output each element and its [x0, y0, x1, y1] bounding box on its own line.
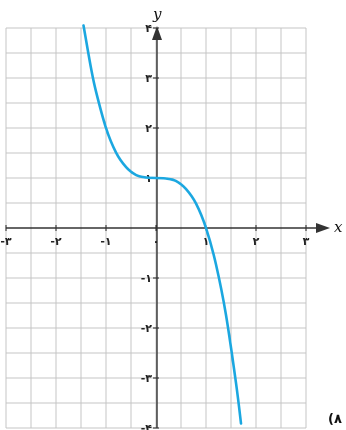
y-tick-label: ۴ — [145, 22, 152, 35]
x-axis-arrow — [316, 223, 330, 233]
x-tick-label: ۳ — [303, 235, 310, 248]
y-axis-arrow — [152, 26, 162, 40]
x-tick-label: -۲ — [50, 235, 62, 248]
y-tick-label: -۲ — [141, 322, 153, 335]
x-tick-label: -۱ — [100, 235, 111, 248]
series-curve — [82, 24, 243, 425]
y-tick-label: -۳ — [141, 372, 153, 385]
y-tick-label: ۳ — [145, 72, 152, 85]
x-tick-label: ۱ — [203, 235, 210, 248]
x-tick-label: -۳ — [0, 235, 12, 248]
y-tick-label: ۲ — [145, 122, 152, 135]
axes — [6, 26, 330, 428]
y-tick-label: -۴ — [141, 422, 153, 430]
y-tick-label: -۱ — [141, 272, 152, 285]
x-tick-label: ۰ — [153, 235, 160, 248]
y-axis-label: y — [152, 5, 162, 23]
x-tick-label: ۲ — [253, 235, 260, 248]
x-axis-label: x — [334, 218, 343, 236]
problem-number: (۸ — [328, 412, 342, 427]
